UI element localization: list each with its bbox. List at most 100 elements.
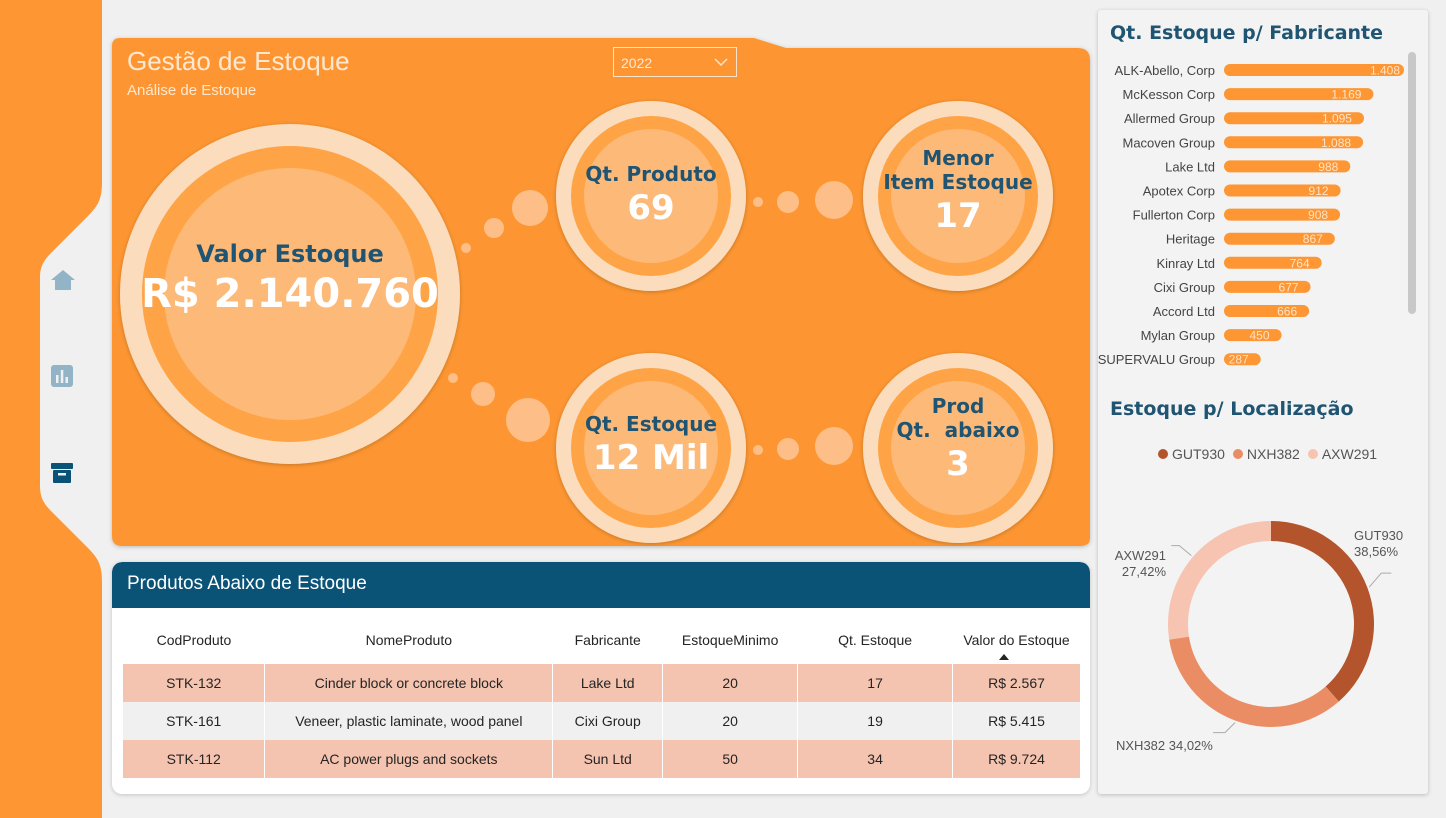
column-header[interactable]: EstoqueMinimo (681, 632, 779, 648)
bar[interactable] (1224, 256, 1322, 269)
table-row[interactable]: STK-132 Cinder block or concrete block L… (123, 664, 1081, 702)
kpi-value: 69 (627, 188, 675, 228)
donut-data-label: AXW291 (1115, 548, 1166, 563)
kpi-label-line1: Menor (922, 146, 994, 170)
products-below-stock-panel: Produtos Abaixo de Estoque CodProduto No… (112, 562, 1090, 794)
bar-chart-scrollbar[interactable] (1408, 52, 1416, 314)
leader-line (1171, 545, 1192, 556)
donut-data-label: NXH382 34,02% (1116, 738, 1213, 753)
column-header-sorted[interactable]: Valor do Estoque (953, 616, 1081, 664)
cell-valor-estoque: R$ 5.415 (952, 702, 1081, 740)
bar-value-label: 1.169 (1331, 88, 1361, 102)
column-header[interactable]: Qt. Estoque (838, 632, 913, 648)
table-row[interactable]: STK-161 Veneer, plastic laminate, wood p… (123, 702, 1081, 740)
kpi-label-line1: Prod (931, 394, 985, 418)
bar-category-label: Kinray Ltd (1156, 256, 1215, 271)
bar[interactable] (1224, 280, 1311, 293)
bar-category-label: Mylan Group (1141, 328, 1215, 343)
bar[interactable] (1224, 329, 1282, 342)
donut-legend: GUT930 NXH382 AXW291 (1158, 446, 1377, 462)
bar-category-label: Allermed Group (1124, 111, 1215, 126)
bar-value-label: 912 (1309, 184, 1329, 198)
column-header[interactable]: Fabricante (574, 632, 641, 648)
cell-fabricante: Sun Ltd (552, 740, 664, 778)
bar[interactable] (1224, 353, 1261, 366)
bar[interactable] (1224, 160, 1351, 173)
chevron-down-icon (714, 58, 728, 67)
legend-item[interactable]: AXW291 (1307, 446, 1378, 462)
legend-item[interactable]: GUT930 (1158, 446, 1225, 462)
page-subtitle: Análise de Estoque (127, 82, 257, 99)
nav-inventory-button[interactable] (50, 461, 90, 501)
bar[interactable] (1224, 112, 1364, 125)
bar-chart-title: Qt. Estoque p/ Fabricante (1110, 22, 1384, 44)
bar[interactable] (1224, 208, 1341, 221)
kpi-prod-abaixo: Prod Qt. abaixo 3 (878, 390, 1038, 490)
kpi-label-line2: Item Estoque (883, 170, 1033, 194)
leader-line (1212, 722, 1236, 734)
column-header[interactable]: NomeProduto (365, 632, 453, 648)
cell-qt-estoque: 19 (797, 702, 954, 740)
kpi-qt-produto: Qt. Produto 69 (571, 156, 731, 236)
bar-category-label: Cixi Group (1154, 280, 1215, 295)
cell-fabricante: Cixi Group (552, 702, 664, 740)
bar-category-label: Apotex Corp (1143, 184, 1215, 199)
donut-data-label: 38,56% (1354, 544, 1399, 559)
bar-category-label: ALK-Abello, Corp (1115, 63, 1215, 78)
kpi-qt-estoque: Qt. Estoque 12 Mil (571, 406, 731, 486)
kpi-label-line2: Qt. abaixo (896, 418, 1020, 442)
column-header[interactable]: CodProduto (156, 632, 232, 648)
bar[interactable] (1224, 232, 1335, 245)
legend-label: NXH382 (1246, 446, 1300, 462)
bar[interactable] (1224, 184, 1341, 197)
cell-valor-estoque: R$ 2.567 (952, 664, 1081, 702)
bar[interactable] (1224, 88, 1374, 101)
bar-value-label: 764 (1290, 256, 1310, 270)
table-title: Produtos Abaixo de Estoque (112, 562, 1090, 608)
sort-ascending-icon (998, 654, 1009, 660)
kpi-value: 3 (946, 444, 970, 484)
connector-dots (448, 181, 853, 465)
column-header-label: Valor do Estoque (963, 632, 1070, 648)
kpi-value: R$ 2.140.760 (141, 271, 439, 317)
bar-category-label: Fullerton Corp (1133, 208, 1215, 223)
kpi-valor-estoque: Valor Estoque R$ 2.140.760 (140, 234, 440, 324)
nav-background (0, 0, 102, 818)
bar[interactable] (1224, 64, 1404, 76)
nav-home-button[interactable] (50, 268, 90, 308)
donut-slice[interactable] (1271, 521, 1374, 702)
bar[interactable] (1224, 136, 1364, 149)
legend-label: AXW291 (1321, 446, 1378, 462)
kpi-value: 12 Mil (592, 438, 710, 478)
cell-estoque-minimo: 50 (662, 740, 799, 778)
bar-category-label: SUPERVALU Group (1098, 352, 1215, 367)
cell-qt-estoque: 34 (797, 740, 954, 778)
bar-value-label: 1.095 (1322, 112, 1352, 126)
legend-item[interactable]: NXH382 (1232, 446, 1300, 462)
table-row[interactable]: STK-112 AC power plugs and sockets Sun L… (123, 740, 1081, 778)
cell-nome-produto: Cinder block or concrete block (264, 664, 554, 702)
kpi-label: Qt. Estoque (584, 412, 718, 436)
cell-valor-estoque: R$ 9.724 (952, 740, 1081, 778)
bar-category-label: Accord Ltd (1153, 304, 1215, 319)
donut-data-label: 27,42% (1122, 564, 1167, 579)
bar-value-label: 988 (1318, 160, 1338, 174)
cell-estoque-minimo: 20 (662, 702, 799, 740)
cell-nome-produto: AC power plugs and sockets (264, 740, 554, 778)
year-filter-value: 2022 (621, 55, 653, 71)
bar-category-label: Heritage (1166, 232, 1215, 247)
archive-icon (51, 463, 73, 483)
donut-slice[interactable] (1169, 636, 1339, 727)
bar-category-label: McKesson Corp (1123, 87, 1215, 102)
bar-value-label: 677 (1279, 280, 1299, 294)
kpi-panel: Gestão de Estoque Análise de Estoque 202… (108, 30, 1094, 552)
cell-qt-estoque: 17 (797, 664, 954, 702)
donut-slice[interactable] (1168, 521, 1271, 640)
nav-analytics-button[interactable] (50, 364, 90, 404)
bar[interactable] (1224, 305, 1310, 317)
page-title: Gestão de Estoque (127, 46, 350, 76)
bar-value-label: 666 (1277, 305, 1297, 319)
year-filter-dropdown[interactable]: 2022 (613, 47, 737, 77)
leader-line (1368, 572, 1392, 588)
